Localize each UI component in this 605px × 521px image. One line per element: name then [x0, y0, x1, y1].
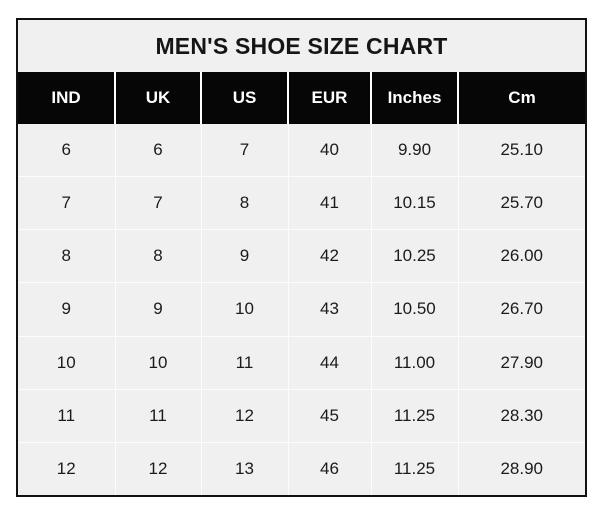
table-header: IND UK US EUR Inches Cm: [18, 72, 585, 124]
cell-ind: 8: [18, 229, 116, 284]
cell-cm: 28.30: [458, 389, 585, 443]
cell-uk: 8: [115, 229, 202, 284]
cell-eur: 43: [288, 282, 372, 337]
cell-eur: 42: [288, 229, 372, 284]
cell-inches: 11.25: [371, 389, 459, 443]
cell-inches: 9.90: [371, 124, 459, 178]
cell-eur: 46: [288, 442, 372, 495]
cell-ind: 6: [18, 124, 116, 178]
column-header-ind: IND: [18, 72, 116, 124]
cell-us: 13: [201, 442, 289, 495]
cell-ind: 7: [18, 176, 116, 231]
cell-eur: 41: [288, 176, 372, 231]
cell-ind: 10: [18, 336, 116, 390]
table-row: 6 6 7 40 9.90 25.10: [18, 124, 585, 178]
cell-eur: 40: [288, 124, 372, 178]
cell-uk: 10: [115, 336, 202, 390]
cell-inches: 10.25: [371, 229, 459, 284]
cell-inches: 11.25: [371, 442, 459, 495]
column-header-cm: Cm: [508, 88, 536, 107]
column-header-us: US: [201, 72, 289, 124]
table-row: 9 9 10 43 10.50 26.70: [18, 282, 585, 337]
cell-cm: 25.70: [458, 176, 585, 231]
cell-uk: 12: [115, 442, 202, 495]
table-header-row: IND UK US EUR Inches Cm: [18, 72, 585, 124]
cell-cm: 25.10: [458, 124, 585, 178]
table-row: 7 7 8 41 10.15 25.70: [18, 176, 585, 231]
cell-inches: 10.15: [371, 176, 459, 231]
cell-ind: 11: [18, 389, 116, 443]
cell-uk: 6: [115, 124, 202, 178]
cell-inches: 10.50: [371, 282, 459, 337]
table-body: 6 6 7 40 9.90 25.10 7 7 8 41 10.15 25.70…: [18, 124, 585, 495]
cell-uk: 7: [115, 176, 202, 231]
cell-us: 10: [201, 282, 289, 337]
table-row: 10 10 11 44 11.00 27.90: [18, 336, 585, 390]
cell-us: 7: [201, 124, 289, 178]
size-chart-frame: MEN'S SHOE SIZE CHART IND UK US EUR Inch…: [16, 18, 587, 497]
shoe-size-table: IND UK US EUR Inches Cm 6 6 7 40 9.90 25…: [18, 72, 585, 495]
column-header-eur: EUR: [288, 72, 372, 124]
cell-us: 8: [201, 176, 289, 231]
cell-us: 9: [201, 229, 289, 284]
cell-inches: 11.00: [371, 336, 459, 390]
cell-cm: 26.00: [458, 229, 585, 284]
column-header-inches: Inches: [371, 72, 459, 124]
cell-cm: 28.90: [458, 442, 585, 495]
page-title: MEN'S SHOE SIZE CHART: [18, 20, 585, 72]
cell-cm: 26.70: [458, 282, 585, 337]
cell-ind: 12: [18, 442, 116, 495]
table-row: 12 12 13 46 11.25 28.90: [18, 442, 585, 495]
cell-us: 12: [201, 389, 289, 443]
cell-us: 11: [201, 336, 289, 390]
column-header-uk: UK: [115, 72, 202, 124]
cell-cm: 27.90: [458, 336, 585, 390]
cell-uk: 11: [115, 389, 202, 443]
cell-uk: 9: [115, 282, 202, 337]
cell-eur: 45: [288, 389, 372, 443]
table-row: 8 8 9 42 10.25 26.00: [18, 229, 585, 284]
cell-ind: 9: [18, 282, 116, 337]
cell-eur: 44: [288, 336, 372, 390]
table-row: 11 11 12 45 11.25 28.30: [18, 389, 585, 443]
